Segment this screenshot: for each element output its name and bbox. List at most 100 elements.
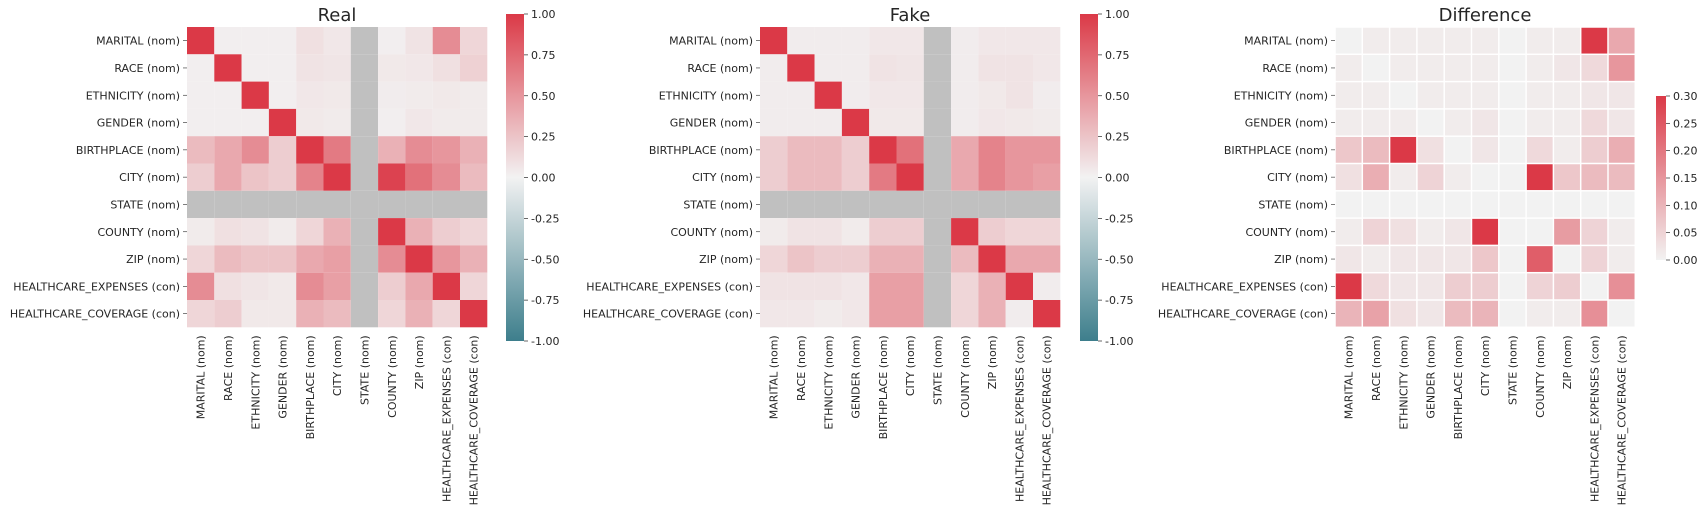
heatmap-cell bbox=[1335, 191, 1362, 218]
heatmap-cell bbox=[405, 108, 433, 137]
heatmap-cell bbox=[405, 54, 433, 82]
heatmap-cell bbox=[296, 272, 324, 300]
heatmap-cell bbox=[1608, 82, 1635, 109]
heatmap-cell bbox=[1554, 136, 1580, 163]
heatmap-cell bbox=[978, 27, 1006, 55]
heatmap-cell bbox=[214, 136, 242, 164]
heatmap-cell bbox=[1581, 109, 1608, 136]
heatmap-cell bbox=[405, 272, 433, 300]
heatmap-cell bbox=[978, 190, 1006, 219]
heatmap-cell bbox=[869, 27, 897, 55]
heatmap-cell bbox=[923, 190, 952, 219]
heatmap-cell bbox=[1444, 55, 1471, 81]
heatmap-cell bbox=[296, 245, 324, 273]
heatmap-cell bbox=[978, 81, 1006, 109]
heatmap-cell bbox=[896, 163, 924, 191]
heatmap-cell bbox=[1526, 82, 1553, 109]
heatmap-cell bbox=[841, 245, 870, 273]
row-label: ZIP (nom) bbox=[1274, 253, 1328, 266]
heatmap-difference: Difference MARITAL (nom) RACE (nom) ETHNIC… bbox=[1158, 5, 1698, 505]
heatmap-cell bbox=[869, 136, 897, 164]
heatmap-cell bbox=[268, 245, 297, 273]
column-label: STATE (nom) bbox=[1507, 335, 1520, 405]
heatmap-cell bbox=[814, 190, 842, 219]
heatmap-cell bbox=[1444, 82, 1471, 109]
heatmap-cell bbox=[1472, 273, 1499, 300]
heatmap-cell bbox=[896, 190, 924, 219]
column-label: BIRTHPLACE (nom) bbox=[877, 335, 890, 439]
column-label: RACE (nom) bbox=[222, 335, 235, 401]
heatmap-cell bbox=[323, 272, 351, 300]
heatmap-cell bbox=[460, 272, 488, 300]
heatmap-cell bbox=[296, 27, 324, 55]
heatmap-cell bbox=[1472, 191, 1499, 218]
heatmap-cell bbox=[760, 54, 788, 82]
heatmap-cell bbox=[978, 300, 1006, 328]
heatmap-cell bbox=[896, 54, 924, 82]
heatmap-cell bbox=[1417, 300, 1444, 327]
column-label: ZIP (nom) bbox=[986, 335, 999, 389]
heatmap-title: Fake bbox=[890, 5, 931, 26]
heatmap-cell bbox=[869, 108, 897, 137]
heatmap-cell bbox=[432, 54, 460, 82]
colorbar bbox=[1656, 96, 1666, 260]
heatmap-cell bbox=[1005, 245, 1033, 273]
heatmap-cell bbox=[268, 190, 297, 219]
heatmap-cell bbox=[405, 136, 433, 164]
heatmap-cell bbox=[1005, 218, 1033, 246]
heatmap-cell bbox=[1033, 245, 1061, 273]
heatmap-cell bbox=[814, 108, 842, 137]
heatmap-cell bbox=[241, 136, 269, 164]
column-label: CITY (nom) bbox=[904, 335, 917, 396]
colorbar-tick-label: -0.75 bbox=[531, 294, 559, 307]
heatmap-cell bbox=[1608, 27, 1635, 54]
heatmap-cell bbox=[1554, 109, 1580, 136]
row-label: HEALTHCARE_EXPENSES (con) bbox=[1161, 280, 1328, 293]
column-label: GENDER (nom) bbox=[277, 335, 290, 418]
heatmap-cell bbox=[1526, 164, 1553, 191]
heatmap-cell bbox=[296, 163, 324, 191]
heatmap-cell bbox=[1444, 300, 1471, 327]
row-label: HEALTHCARE_EXPENSES (con) bbox=[13, 280, 180, 293]
heatmap-cell bbox=[760, 218, 788, 246]
column-label: MARITAL (nom) bbox=[768, 335, 781, 419]
heatmap-cell bbox=[1608, 164, 1635, 191]
heatmap-cell bbox=[432, 27, 460, 55]
heatmap-cell bbox=[214, 54, 242, 82]
heatmap-cell bbox=[814, 27, 842, 55]
heatmap-cell bbox=[323, 81, 351, 109]
heatmap-cell bbox=[1390, 136, 1417, 163]
heatmap-cell bbox=[869, 163, 897, 191]
heatmap-cell bbox=[787, 300, 815, 328]
heatmap-cell bbox=[1444, 191, 1471, 218]
row-label: CITY (nom) bbox=[119, 171, 180, 184]
heatmap-cell bbox=[1608, 191, 1635, 218]
heatmap-cell bbox=[1005, 81, 1033, 109]
heatmap-cell bbox=[1499, 55, 1526, 81]
heatmap-cell bbox=[378, 190, 406, 219]
heatmap-cell bbox=[1363, 191, 1389, 218]
heatmap-cell bbox=[1417, 136, 1444, 163]
heatmap-cell bbox=[1363, 273, 1389, 300]
heatmap-cell bbox=[1472, 218, 1499, 245]
heatmap-cell bbox=[350, 163, 379, 191]
heatmap-cell bbox=[1608, 300, 1635, 327]
heatmap-cell bbox=[978, 108, 1006, 137]
heatmap-cell bbox=[405, 190, 433, 219]
row-label: RACE (nom) bbox=[114, 62, 180, 75]
heatmap-cell bbox=[268, 136, 297, 164]
heatmap-cell bbox=[760, 81, 788, 109]
heatmap-cell bbox=[214, 81, 242, 109]
colorbar-tick-label: -0.25 bbox=[531, 212, 559, 225]
heatmap-cell bbox=[923, 272, 952, 300]
heatmap-cell bbox=[350, 218, 379, 246]
colorbar-tick-label: 0.20 bbox=[1673, 145, 1698, 158]
heatmap-cell bbox=[1608, 246, 1635, 272]
heatmap-cell bbox=[1526, 300, 1553, 327]
heatmap-cell bbox=[951, 218, 979, 246]
heatmap-cell bbox=[1033, 54, 1061, 82]
heatmap-cell bbox=[1005, 190, 1033, 219]
heatmap-cell bbox=[841, 27, 870, 55]
heatmap-cell bbox=[432, 245, 460, 273]
heatmap-cell bbox=[1581, 300, 1608, 327]
